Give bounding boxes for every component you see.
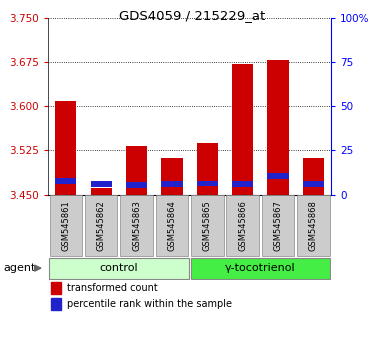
FancyBboxPatch shape — [49, 258, 189, 279]
Bar — [126, 182, 147, 188]
Text: GSM545861: GSM545861 — [61, 200, 70, 251]
Text: percentile rank within the sample: percentile rank within the sample — [67, 299, 231, 309]
Bar — [303, 181, 324, 187]
Bar — [232, 64, 253, 195]
Text: GSM545866: GSM545866 — [238, 200, 247, 251]
Text: GDS4059 / 215229_at: GDS4059 / 215229_at — [119, 9, 266, 22]
Text: γ-tocotrienol: γ-tocotrienol — [225, 263, 296, 273]
FancyBboxPatch shape — [156, 195, 188, 256]
Bar — [232, 181, 253, 187]
FancyBboxPatch shape — [191, 258, 330, 279]
Bar — [126, 146, 147, 195]
Text: GSM545865: GSM545865 — [203, 200, 212, 251]
Bar — [55, 178, 76, 184]
Text: GSM545863: GSM545863 — [132, 200, 141, 251]
FancyBboxPatch shape — [191, 195, 224, 256]
Bar — [303, 158, 324, 195]
Bar — [197, 181, 218, 187]
FancyBboxPatch shape — [85, 195, 117, 256]
Text: GSM545864: GSM545864 — [167, 200, 176, 251]
Bar — [90, 181, 112, 187]
FancyBboxPatch shape — [226, 195, 259, 256]
Text: GSM545862: GSM545862 — [97, 200, 106, 251]
FancyBboxPatch shape — [50, 195, 82, 256]
FancyBboxPatch shape — [120, 195, 153, 256]
Bar — [55, 102, 76, 195]
Bar — [51, 282, 61, 294]
FancyBboxPatch shape — [262, 195, 294, 256]
Text: control: control — [100, 263, 138, 273]
Bar — [197, 143, 218, 195]
Bar — [268, 60, 289, 195]
Bar — [161, 158, 182, 195]
Text: GSM545868: GSM545868 — [309, 200, 318, 251]
Text: transformed count: transformed count — [67, 283, 157, 293]
Bar — [51, 298, 61, 310]
Text: agent: agent — [4, 263, 36, 273]
FancyBboxPatch shape — [297, 195, 330, 256]
Bar — [268, 173, 289, 179]
Bar — [161, 181, 182, 187]
Bar — [90, 188, 112, 195]
Text: GSM545867: GSM545867 — [273, 200, 283, 251]
